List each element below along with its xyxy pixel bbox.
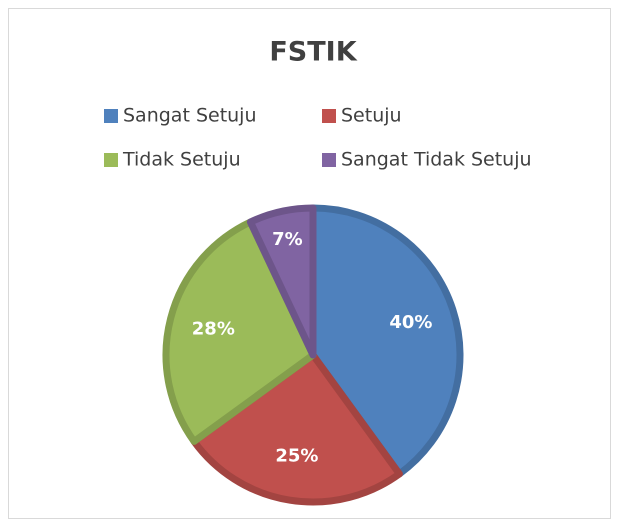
legend-label: Tidak Setuju bbox=[122, 149, 241, 171]
data-label: 7% bbox=[272, 229, 303, 250]
legend-swatch bbox=[322, 109, 336, 123]
legend-swatch bbox=[322, 153, 336, 167]
pie-slice bbox=[246, 204, 317, 359]
data-label: 25% bbox=[275, 446, 318, 467]
legend-label: Sangat Tidak Setuju bbox=[341, 149, 532, 171]
data-label: 40% bbox=[389, 312, 432, 333]
chart-title: FSTIK bbox=[269, 37, 357, 68]
legend-label: Sangat Setuju bbox=[123, 105, 257, 127]
legend-label: Setuju bbox=[341, 105, 402, 127]
pie-slice bbox=[190, 351, 403, 506]
pie-slice bbox=[309, 204, 464, 478]
pie-slice bbox=[162, 218, 317, 445]
data-label: 28% bbox=[192, 318, 235, 339]
legend-swatch bbox=[104, 109, 118, 123]
legend-swatch bbox=[104, 153, 118, 167]
